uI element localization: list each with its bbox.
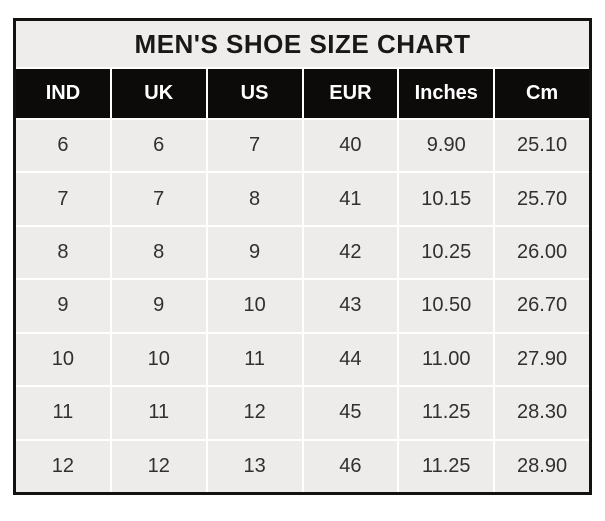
table-cell: 7 (16, 173, 110, 225)
header-cell-eur: EUR (303, 69, 398, 118)
table-cell: 6 (16, 120, 110, 172)
table-cell: 10.15 (399, 173, 494, 225)
header-cell-ind: IND (16, 69, 110, 118)
table-cell: 11 (16, 387, 110, 439)
table-cell: 11.00 (399, 333, 494, 386)
table-cell: 6 (111, 120, 206, 172)
table-cell: 44 (303, 333, 398, 386)
table-cell: 28.90 (495, 440, 589, 492)
table-cell: 40 (303, 120, 398, 172)
header-cell-inches: Inches (399, 69, 494, 118)
table-cell: 8 (111, 226, 206, 279)
table-cell: 7 (207, 120, 302, 172)
table-cell: 25.10 (495, 120, 589, 172)
table-cell: 11 (207, 333, 302, 386)
table-cell: 9.90 (399, 120, 494, 172)
table-cell: 11 (111, 387, 206, 439)
table-cell: 9 (207, 226, 302, 279)
table-cell: 10 (111, 333, 206, 386)
header-cell-us: US (207, 69, 302, 118)
table-cell: 8 (207, 173, 302, 225)
table-cell: 11.25 (399, 387, 494, 439)
table-cell: 13 (207, 440, 302, 492)
table-title: MEN'S SHOE SIZE CHART (16, 21, 589, 67)
table-cell: 46 (303, 440, 398, 492)
table-cell: 10 (16, 333, 110, 386)
header-cell-uk: UK (111, 69, 206, 118)
table-cell: 10.50 (399, 280, 494, 332)
shoe-size-table: MEN'S SHOE SIZE CHART IND UK US EUR Inches Cm… (13, 18, 592, 495)
table-cell: 26.00 (495, 226, 589, 279)
table-cell: 9 (16, 280, 110, 332)
table-cell: 45 (303, 387, 398, 439)
table-cell: 26.70 (495, 280, 589, 332)
table-cell: 12 (16, 440, 110, 492)
table-cell: 28.30 (495, 387, 589, 439)
table-cell: 8 (16, 226, 110, 279)
table-cell: 10 (207, 280, 302, 332)
header-cell-cm: Cm (495, 69, 589, 118)
table-cell: 27.90 (495, 333, 589, 386)
table-cell: 12 (111, 440, 206, 492)
table-cell: 25.70 (495, 173, 589, 225)
table-cell: 9 (111, 280, 206, 332)
table-cell: 43 (303, 280, 398, 332)
table-cell: 11.25 (399, 440, 494, 492)
table-cell: 7 (111, 173, 206, 225)
table-cell: 42 (303, 226, 398, 279)
table-cell: 12 (207, 387, 302, 439)
table-cell: 10.25 (399, 226, 494, 279)
table-cell: 41 (303, 173, 398, 225)
